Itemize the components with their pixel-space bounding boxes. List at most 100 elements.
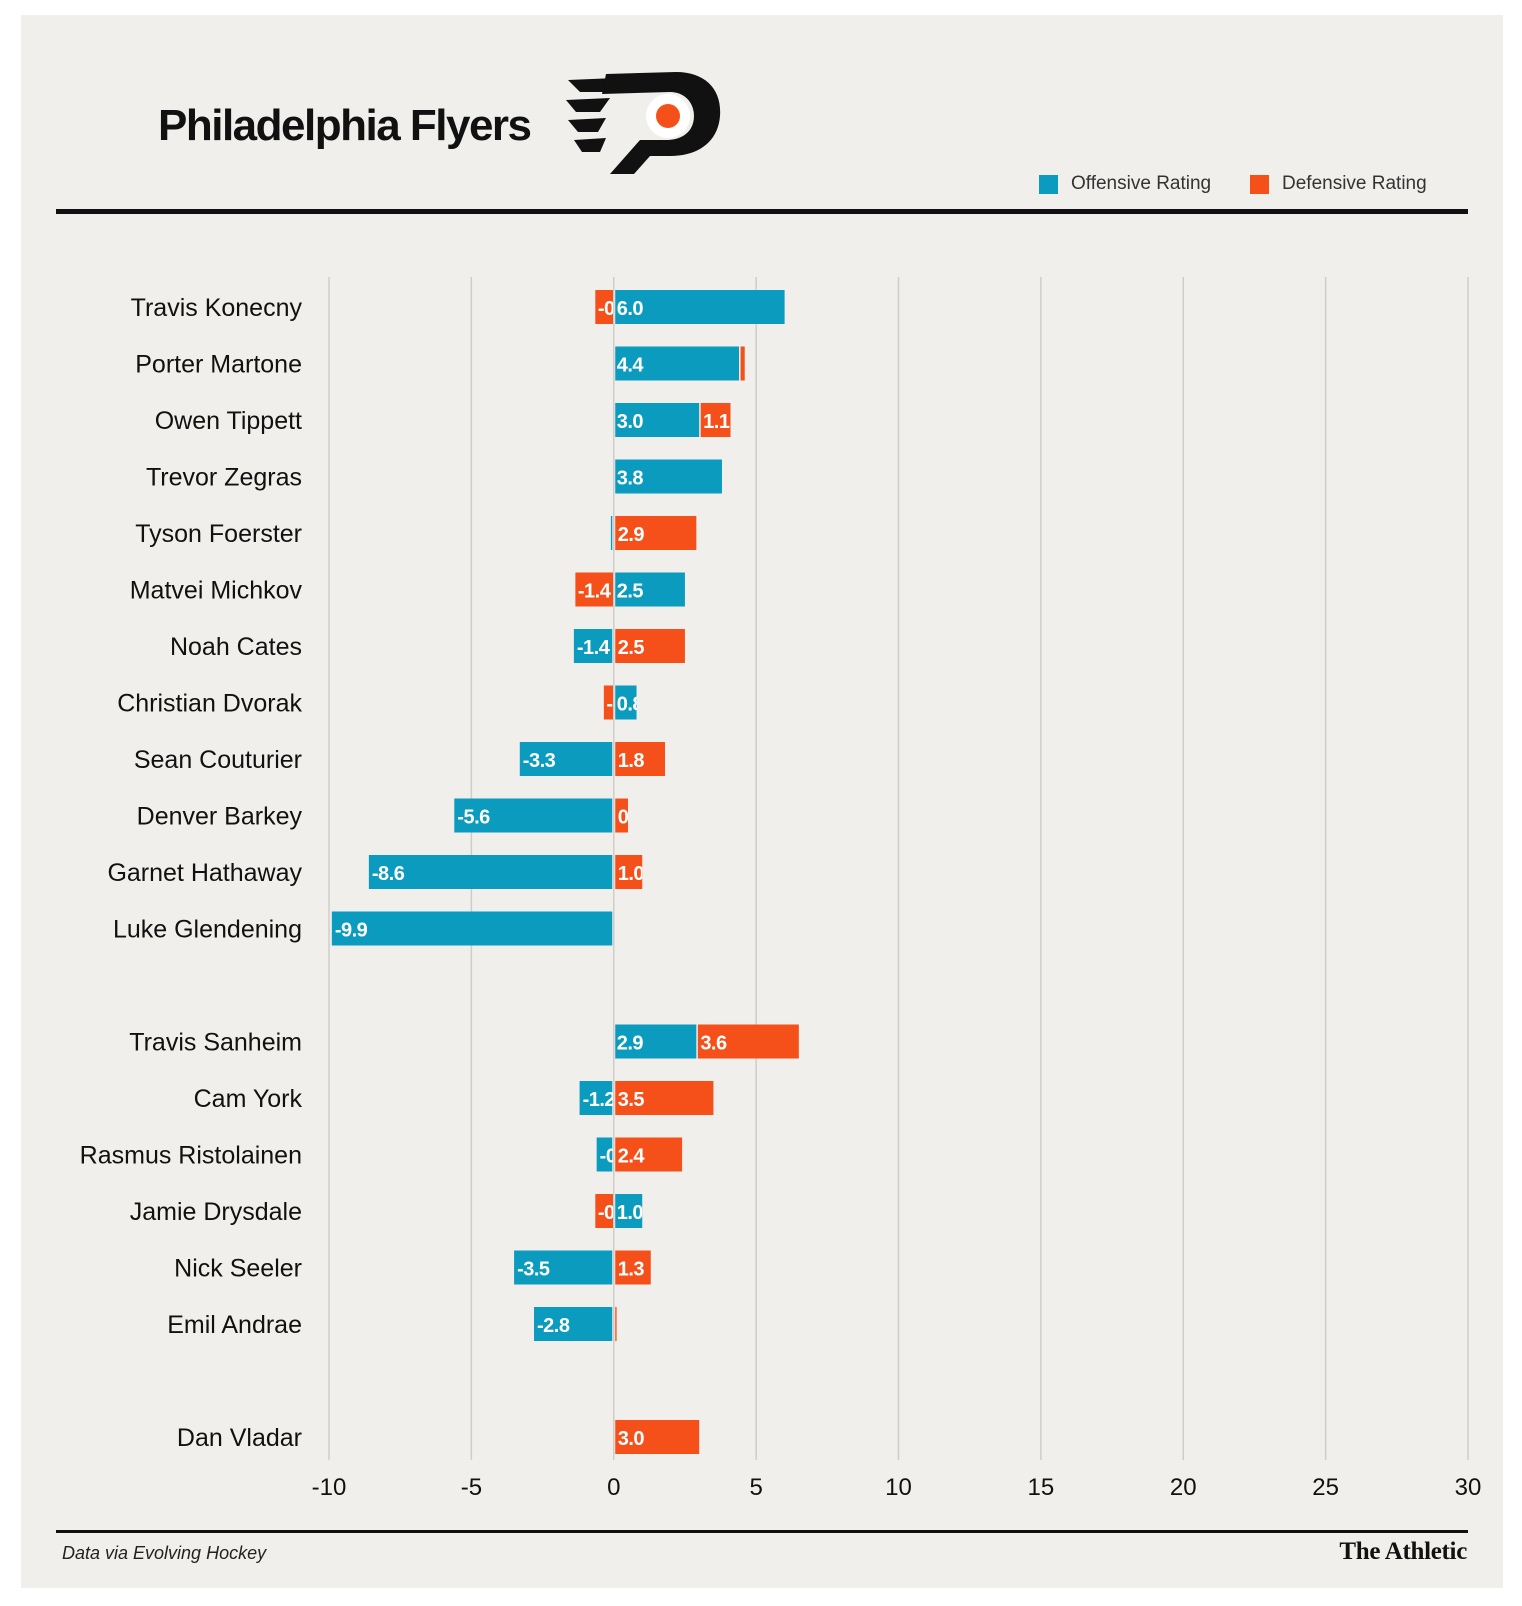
x-tick-label: 5 — [749, 1474, 762, 1501]
defensive-value-label: 1.3 — [618, 1259, 645, 1281]
offensive-bar — [331, 911, 613, 946]
offensive-value-label: 6.0 — [617, 298, 644, 320]
brand-wordmark: The Athletic — [1339, 1538, 1467, 1565]
offensive-bar — [615, 459, 722, 494]
player-name-label: Jamie Drysdale — [130, 1198, 302, 1226]
offensive-value-label: -3.3 — [523, 750, 556, 772]
x-tick-label: 15 — [1028, 1474, 1055, 1501]
source-note: Data via Evolving Hockey — [62, 1543, 267, 1563]
defensive-bar — [615, 742, 666, 776]
x-tick-label: -5 — [461, 1474, 482, 1501]
player-name-label: Denver Barkey — [137, 803, 303, 831]
defensive-bar — [615, 516, 697, 550]
defensive-bar — [615, 1307, 617, 1341]
offensive-value-label: -3.5 — [517, 1259, 550, 1281]
legend-defensive: Defensive Rating — [1250, 173, 1427, 195]
offensive-bar — [615, 572, 685, 607]
defensive-value-label: 3.6 — [700, 1033, 727, 1055]
player-name-label: Trevor Zegras — [146, 464, 302, 492]
player-name-label: Tyson Foerster — [135, 520, 302, 548]
legend-defensive-swatch — [1250, 174, 1269, 194]
player-name-label: Travis Sanheim — [129, 1029, 302, 1057]
header-rule — [56, 209, 1468, 214]
player-name-label: Luke Glendening — [113, 916, 302, 944]
defensive-bar — [615, 1250, 651, 1285]
offensive-bar — [579, 1081, 613, 1115]
logo-p-dot — [656, 104, 680, 128]
defensive-bar — [700, 403, 731, 437]
defensive-value-label: 1.1 — [703, 411, 730, 433]
x-tick-label: 10 — [885, 1474, 912, 1501]
defensive-value-label: -0.7 — [598, 1202, 631, 1224]
offensive-value-label: 2.5 — [617, 581, 644, 603]
defensive-value-label: 3.5 — [618, 1089, 645, 1111]
offensive-bar — [610, 516, 613, 550]
defensive-value-label: -1.4 — [578, 581, 612, 603]
player-name-label: Sean Couturier — [134, 746, 302, 774]
player-name-label: Christian Dvorak — [117, 690, 302, 718]
player-name-label: Owen Tippett — [155, 407, 302, 435]
defensive-value-label: 2.5 — [618, 637, 645, 659]
defensive-value-label: -0.7 — [598, 298, 631, 320]
player-name-label: Travis Konecny — [131, 294, 303, 322]
offensive-value-label: -1.2 — [583, 1089, 616, 1111]
player-name-label: Garnet Hathaway — [107, 859, 302, 887]
defensive-bar — [615, 855, 643, 889]
offensive-bar — [454, 798, 613, 833]
x-tick-label: 25 — [1312, 1474, 1339, 1501]
defensive-bar — [615, 1081, 714, 1115]
defensive-bar — [615, 1420, 700, 1454]
offensive-bar — [615, 403, 700, 437]
defensive-value-label: 2.4 — [618, 1146, 646, 1168]
legend-offensive-label: Offensive Rating — [1071, 173, 1212, 194]
defensive-bar — [615, 1137, 683, 1172]
offensive-value-label: -1.4 — [577, 637, 611, 659]
x-tick-label: -10 — [312, 1474, 347, 1501]
defensive-bar — [595, 1194, 614, 1228]
logo-wing — [566, 78, 616, 152]
offensive-value-label: 3.0 — [617, 411, 644, 433]
legend-offensive: Offensive Rating — [1039, 173, 1211, 195]
defensive-value-label: -0.4 — [606, 694, 640, 716]
player-name-label: Rasmus Ristolainen — [80, 1142, 302, 1170]
defensive-value-label: 1.8 — [618, 750, 645, 772]
legend-defensive-label: Defensive Rating — [1282, 173, 1427, 194]
player-name-label: Porter Martone — [135, 351, 302, 379]
defensive-bar — [575, 572, 614, 607]
defensive-value-label: 3.0 — [618, 1428, 645, 1450]
defensive-value-label: 0.5 — [618, 807, 645, 829]
defensive-bar — [615, 629, 685, 663]
player-name-label: Noah Cates — [170, 633, 302, 661]
footer-rule — [56, 1530, 1468, 1533]
x-tick-label: 20 — [1170, 1474, 1197, 1501]
offensive-bar — [615, 685, 637, 720]
offensive-value-label: -0.6 — [600, 1146, 633, 1168]
offensive-value-label: 1.0 — [617, 1202, 644, 1224]
logo-p-outer — [602, 72, 721, 174]
player-name-label: Dan Vladar — [177, 1424, 302, 1452]
page-title: Philadelphia Flyers — [158, 101, 532, 150]
legend-offensive-swatch — [1039, 174, 1058, 194]
player-name-label: Emil Andrae — [167, 1311, 302, 1339]
offensive-value-label: -8.6 — [372, 863, 405, 885]
defensive-bar — [697, 1024, 799, 1059]
player-name-label: Matvei Michkov — [130, 577, 303, 605]
offensive-bar — [573, 629, 613, 663]
x-tick-label: 0 — [607, 1474, 620, 1501]
offensive-bar — [514, 1250, 613, 1285]
offensive-bar — [368, 855, 613, 889]
player-name-label: Nick Seeler — [174, 1255, 302, 1283]
offensive-value-label: -2.8 — [537, 1315, 570, 1337]
flyers-logo — [566, 72, 721, 174]
offensive-bar — [615, 346, 740, 381]
offensive-value-label: -5.6 — [457, 807, 490, 829]
chart-card — [21, 15, 1503, 1588]
offensive-bar — [534, 1307, 613, 1341]
offensive-bar — [519, 742, 613, 776]
offensive-value-label: 3.8 — [617, 468, 644, 490]
defensive-value-label: 2.9 — [618, 524, 645, 546]
player-name-label: Cam York — [194, 1085, 303, 1113]
offensive-bar — [615, 1024, 697, 1059]
defensive-value-label: 1.0 — [618, 863, 645, 885]
